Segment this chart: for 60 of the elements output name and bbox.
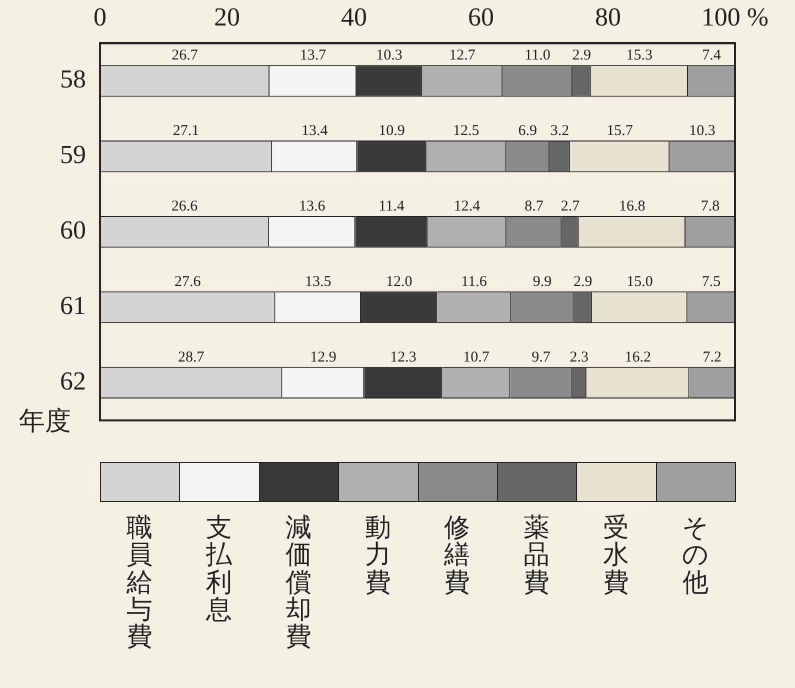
data-label: 2.7 — [560, 198, 580, 214]
y-tick-label: 58 — [60, 64, 86, 94]
data-label: 7.5 — [702, 274, 721, 290]
x-tick-label: 60 — [468, 2, 494, 32]
x-tick-label: 20 — [214, 2, 240, 32]
legend-label: 修繕費 — [443, 513, 472, 597]
data-label: 28.7 — [178, 349, 205, 366]
data-label: 7.2 — [702, 349, 722, 366]
data-label: 16.8 — [619, 198, 646, 214]
y-tick-label: 61 — [60, 291, 86, 320]
data-label: 13.5 — [304, 274, 332, 290]
data-label: 27.1 — [172, 122, 200, 139]
legend-label: その他 — [681, 513, 710, 597]
data-label: 16.2 — [624, 349, 651, 366]
x-tick-label: 40 — [341, 2, 367, 32]
y-tick-label: 59 — [60, 140, 86, 170]
data-label: 12.3 — [390, 349, 416, 366]
data-label: 9.7 — [532, 349, 551, 366]
data-label: 15.7 — [606, 122, 634, 139]
legend-label: 受水費 — [602, 513, 630, 597]
data-label: 13.4 — [302, 122, 328, 139]
data-label: 15.0 — [626, 274, 653, 290]
data-label: 12.9 — [310, 349, 336, 366]
data-label: 11.6 — [461, 274, 488, 290]
data-label: 8.7 — [524, 198, 544, 214]
legend-label: 減価償却費 — [284, 513, 312, 652]
legend-label: 支払利息 — [205, 513, 234, 624]
x-tick-label: 0 — [94, 2, 106, 32]
data-label: 7.4 — [702, 48, 722, 64]
data-label: 7.8 — [700, 198, 720, 214]
data-label: 26.6 — [171, 198, 198, 214]
data-label: 6.9 — [518, 122, 538, 139]
y-axis-title: 年度 — [19, 406, 71, 436]
data-label: 12.0 — [386, 274, 412, 290]
data-label: 15.3 — [626, 48, 653, 64]
data-label: 10.7 — [463, 349, 490, 366]
data-label: 3.2 — [550, 122, 570, 139]
data-label: 9.9 — [532, 274, 552, 290]
data-label: 10.9 — [378, 122, 405, 139]
data-label: 2.9 — [572, 48, 592, 64]
data-label: 2.3 — [570, 349, 588, 366]
data-label: 10.3 — [376, 48, 402, 64]
x-tick-label: 100 % — [701, 2, 769, 32]
legend-label: 薬品費 — [522, 513, 551, 597]
data-label: 11.0 — [524, 48, 550, 64]
data-label: 26.7 — [172, 48, 198, 64]
data-label: 12.4 — [454, 198, 481, 214]
legend-label: 職員給与費 — [126, 513, 154, 652]
y-tick-label: 62 — [60, 366, 86, 396]
data-label: 13.6 — [298, 198, 326, 214]
x-tick-label: 80 — [595, 2, 621, 32]
data-label: 12.7 — [449, 48, 476, 64]
data-label: 10.3 — [689, 122, 716, 139]
data-label: 12.5 — [452, 122, 480, 139]
y-tick-label: 60 — [60, 216, 86, 245]
data-label: 11.4 — [378, 198, 405, 214]
data-label: 2.9 — [574, 274, 592, 290]
data-label: 13.7 — [300, 48, 327, 64]
legend-label: 動力費 — [364, 513, 392, 597]
data-label: 27.6 — [174, 274, 202, 290]
